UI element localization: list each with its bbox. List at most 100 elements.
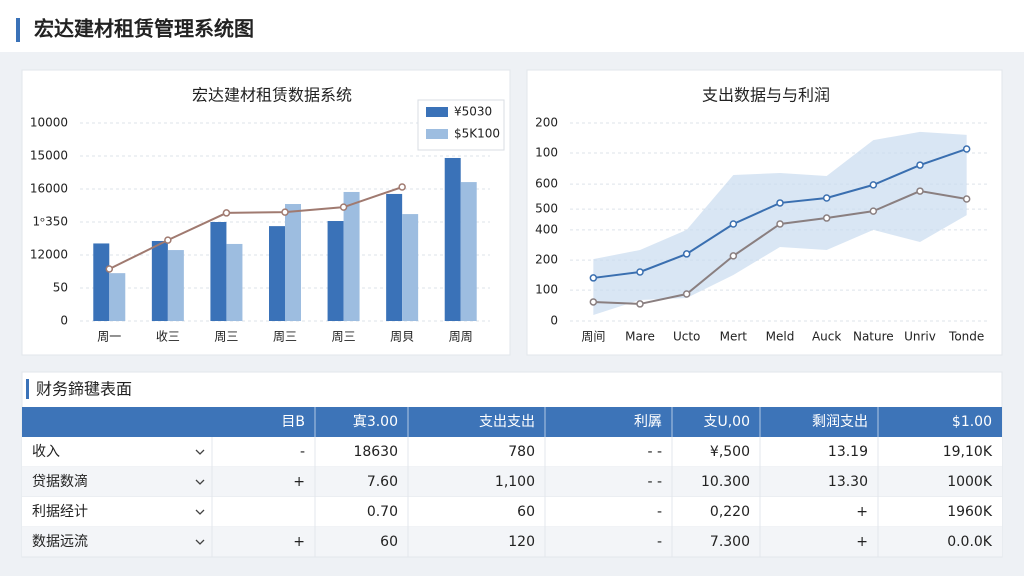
- point: [636, 300, 644, 308]
- point: [822, 214, 831, 222]
- line: [108, 186, 403, 270]
- chart-title: 宏达建材租赁数据系统: [192, 86, 352, 105]
- x-tick-label: 周貝: [390, 330, 414, 344]
- table-cell: 13.19: [828, 444, 868, 460]
- x-tick-label: Auck: [812, 330, 841, 344]
- point: [869, 207, 878, 215]
- x-tick-label: 周一: [97, 330, 121, 344]
- table-header-cell: 目B: [281, 414, 305, 430]
- table-row: [22, 467, 1002, 497]
- bar: [109, 273, 126, 321]
- table-cell: +: [293, 474, 305, 490]
- table-header-cell: $1.00: [952, 414, 992, 430]
- row-label: 贷据数滴: [32, 473, 88, 490]
- point: [962, 145, 971, 153]
- y-tick-label: 1ᵒ350: [32, 215, 68, 229]
- x-tick-label: Nature: [853, 330, 894, 344]
- y-tick-label: 0: [60, 314, 68, 328]
- point: [105, 265, 114, 273]
- y-tick-label: 10000: [30, 116, 68, 130]
- row-label: 利据经计: [32, 504, 88, 520]
- table-row: [22, 497, 1002, 527]
- x-tick-label: Ucto: [673, 330, 700, 344]
- point: [916, 161, 924, 169]
- x-tick-label: 周三: [273, 330, 297, 344]
- y-tick-label: 400: [535, 222, 558, 236]
- point: [729, 252, 738, 260]
- table-accent: [26, 379, 29, 399]
- table-cell: - -: [647, 444, 662, 460]
- point: [916, 187, 924, 195]
- row-dropdown: [195, 449, 205, 455]
- bar: [327, 221, 344, 321]
- point: [164, 236, 172, 244]
- point: [636, 268, 644, 276]
- x-tick-label: Mare: [625, 330, 655, 344]
- table-cell: 7.60: [367, 474, 398, 490]
- y-tick-label: 0: [550, 314, 558, 328]
- point: [729, 220, 738, 228]
- bar: [210, 222, 227, 321]
- point: [682, 290, 691, 298]
- y-tick-label: 100: [535, 145, 558, 159]
- header-bar: [0, 0, 1024, 52]
- table-row: [22, 437, 1002, 467]
- y-tick-label: 16000: [30, 182, 68, 196]
- x-tick-label: 周周: [449, 330, 473, 344]
- legend-label: $5K100: [454, 127, 500, 141]
- table-cell: 120: [508, 534, 535, 550]
- table-cell: 1000K: [947, 474, 993, 490]
- point: [869, 181, 878, 189]
- bar: [151, 240, 168, 321]
- y-tick-label: 100: [535, 283, 558, 297]
- point: [589, 298, 598, 306]
- x-tick-label: Tonde: [948, 330, 984, 344]
- y-tick-label: 200: [535, 116, 558, 130]
- bar: [460, 182, 477, 321]
- table-header-cell: 寘3.00: [353, 414, 398, 430]
- table-cell: 0.70: [367, 504, 398, 520]
- legend-swatch: [426, 129, 448, 139]
- bar: [285, 204, 301, 321]
- y-tick-label: 600: [535, 177, 558, 191]
- table-row: [22, 527, 1002, 557]
- point: [222, 209, 231, 217]
- x-tick-label: Meld: [766, 330, 795, 344]
- bar: [386, 193, 403, 321]
- table-cell: +: [856, 534, 868, 550]
- header-accent: [16, 18, 20, 42]
- table-header-cell: 支U,00: [703, 414, 750, 430]
- point: [822, 194, 831, 202]
- point: [962, 195, 971, 203]
- point: [776, 220, 784, 228]
- x-tick-label: 周三: [214, 330, 238, 344]
- legend-swatch: [426, 107, 448, 117]
- x-tick-label: 收三: [156, 330, 180, 344]
- table-cell: -: [657, 534, 662, 550]
- table-cell: 7.300: [710, 534, 750, 550]
- chart-title: 支出数据与与利润: [702, 86, 830, 105]
- table-cell: 10.300: [701, 474, 750, 490]
- table-cell: 0,220: [710, 504, 750, 520]
- bar: [167, 250, 184, 321]
- table-header-cell: 剩润支出: [812, 414, 868, 430]
- point: [339, 203, 348, 211]
- table-title: 财务鍗毽表面: [36, 380, 132, 399]
- table-cell: 1960K: [947, 504, 993, 520]
- y-tick-label: 500: [535, 202, 558, 216]
- bar: [226, 243, 243, 321]
- y-tick-label: 12000: [30, 248, 68, 262]
- table-cell: 780: [508, 444, 535, 460]
- table-cell: -: [300, 444, 305, 460]
- row-label: 数据远流: [32, 534, 88, 550]
- table-cell: 60: [517, 504, 535, 520]
- table-cell: -: [657, 504, 662, 520]
- point: [398, 183, 406, 191]
- table-header-cell: 支出支出: [479, 414, 535, 430]
- row-label: 收入: [32, 444, 60, 460]
- table-cell: 19,10K: [943, 444, 993, 460]
- point: [589, 274, 598, 282]
- y-tick-label: 15000: [30, 149, 68, 163]
- y-tick-label: 50: [53, 281, 68, 295]
